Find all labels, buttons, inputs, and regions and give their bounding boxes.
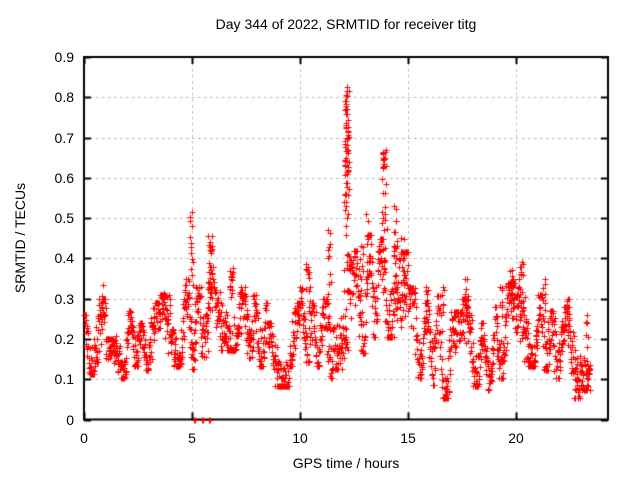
y-tick-label: 0.4 <box>54 250 74 266</box>
y-tick-label: 0.2 <box>54 331 74 347</box>
y-tick-label: 0.3 <box>54 291 74 307</box>
y-tick-label: 0.6 <box>54 170 74 186</box>
y-tick-label: 0.1 <box>54 371 74 387</box>
x-axis-label: GPS time / hours <box>292 455 400 471</box>
x-tick-label: 5 <box>188 430 196 446</box>
y-tick-label: 0.5 <box>54 210 74 226</box>
y-tick-label: 0.9 <box>54 49 74 65</box>
y-tick-label: 0.8 <box>54 89 74 105</box>
x-tick-label: 20 <box>508 430 524 446</box>
x-tick-label: 10 <box>292 430 308 446</box>
y-axis-label: SRMTID / TECUs <box>12 182 28 294</box>
plot-title: Day 344 of 2022, SRMTID for receiver tit… <box>215 16 477 32</box>
x-tick-label: 0 <box>80 430 88 446</box>
y-tick-label: 0.7 <box>54 130 74 146</box>
x-tick-label: 15 <box>400 430 416 446</box>
y-tick-label: 0 <box>66 412 74 428</box>
